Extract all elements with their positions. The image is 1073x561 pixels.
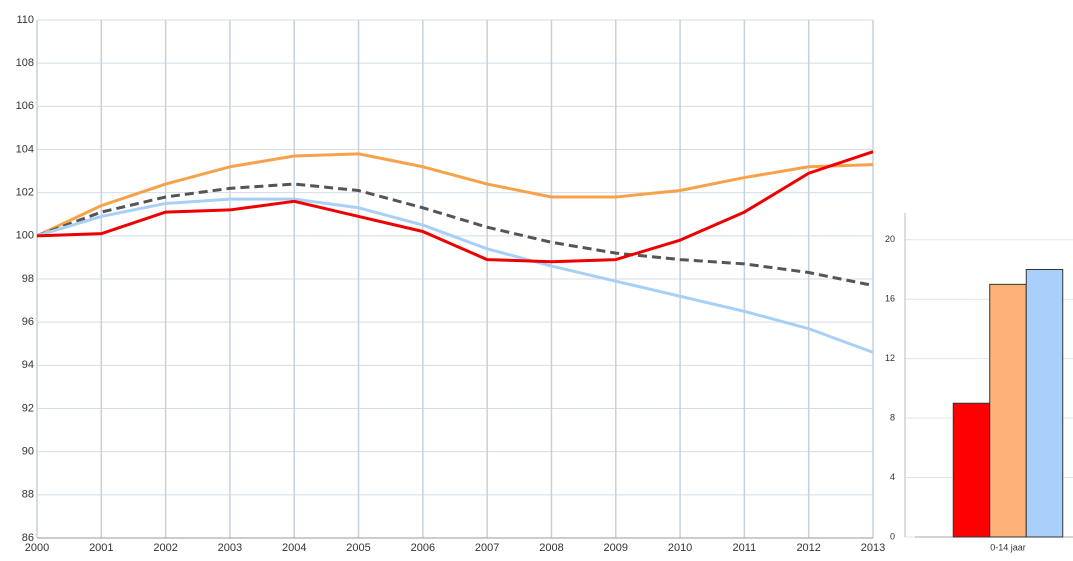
- bar: [989, 283, 1027, 538]
- y-tick-label: 102: [16, 187, 34, 199]
- x-tick-label: 2010: [668, 542, 692, 554]
- x-tick-label: 2003: [218, 542, 242, 554]
- y-tick-label: 106: [16, 100, 34, 112]
- x-tick-label: 2002: [153, 542, 177, 554]
- x-tick-label: 2012: [796, 542, 820, 554]
- line-series: [36, 150, 874, 264]
- x-tick-label: 2011: [733, 542, 757, 554]
- x-tick-label: 2013: [861, 542, 885, 554]
- y-tick-label: 108: [16, 57, 34, 69]
- y-tick-label: 20: [885, 234, 895, 244]
- y-tick-label: 104: [16, 143, 34, 155]
- y-tick-label: 12: [885, 353, 895, 363]
- bar: [952, 402, 991, 538]
- line-series: [36, 152, 874, 238]
- y-tick-label: 92: [22, 402, 34, 414]
- y-tick-label: 4: [890, 472, 895, 482]
- y-tick-label: 94: [22, 359, 34, 371]
- x-tick-label: 2009: [604, 542, 628, 554]
- y-tick-label: 96: [22, 316, 34, 328]
- y-tick-label: 100: [16, 230, 34, 242]
- bar: [1025, 268, 1064, 538]
- x-tick-label: 2007: [475, 542, 499, 554]
- x-tick-label: 2004: [282, 542, 306, 554]
- x-tick-label: 2006: [411, 542, 435, 554]
- y-tick-label: 90: [22, 446, 34, 458]
- y-tick-label: 110: [16, 14, 34, 26]
- line-series: [36, 197, 874, 354]
- x-tick-label: 2008: [539, 542, 563, 554]
- y-tick-label: 0: [890, 531, 895, 541]
- x-tick-label: 2001: [89, 542, 113, 554]
- y-tick-label: 86: [22, 532, 34, 544]
- y-tick-label: 98: [22, 273, 34, 285]
- x-tick-label: 2000: [25, 542, 49, 554]
- y-tick-label: 8: [890, 412, 895, 422]
- x-tick-label: 2005: [346, 542, 370, 554]
- x-tick-label: 0-14 jaar: [990, 542, 1026, 552]
- y-tick-label: 88: [22, 489, 34, 501]
- y-tick-label: 16: [885, 294, 895, 304]
- line-series: [36, 182, 874, 287]
